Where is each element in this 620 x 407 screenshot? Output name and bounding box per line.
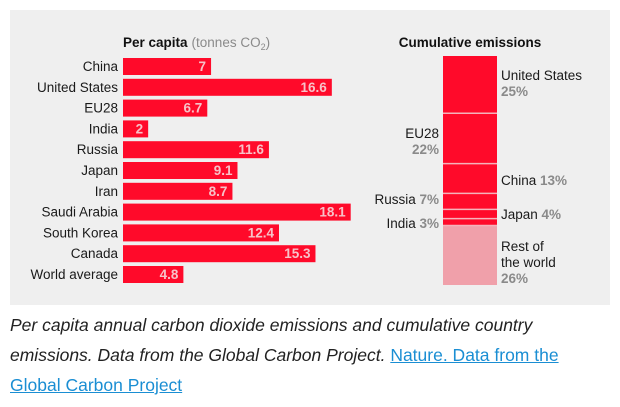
bar-china	[123, 58, 212, 75]
cumulative-title: Cumulative emissions	[399, 35, 542, 50]
bar-united-states	[123, 78, 332, 96]
category-label: World average	[30, 267, 118, 282]
per-capita-unit: (tonnes CO	[192, 35, 261, 50]
category-label: Canada	[71, 246, 119, 261]
segment-label: United States 25%	[501, 68, 582, 99]
category-label: South Korea	[43, 225, 119, 240]
segment-percent: 3%	[419, 216, 439, 231]
category-label: Iran	[95, 184, 118, 199]
value-label: 4.8	[160, 267, 179, 282]
segment-name: Japan	[501, 207, 542, 222]
segment-eu28	[443, 113, 497, 164]
segment-united-states	[443, 56, 497, 114]
caption-text: Per capita annual carbon dioxide emissio…	[10, 315, 533, 365]
per-capita-bars: China 7 United States 16.6 EU28 6.7 India 2 Russ…	[30, 58, 351, 283]
segment-china	[443, 163, 497, 194]
category-label: United States	[37, 80, 118, 95]
segment-name: Rest of	[501, 239, 544, 254]
category-label: Japan	[81, 163, 118, 178]
segment-japan	[443, 209, 497, 219]
segment-name: the world	[501, 255, 556, 270]
segment-name: Russia	[374, 192, 419, 207]
segment-percent: 7%	[419, 192, 439, 207]
category-label: Saudi Arabia	[41, 205, 118, 220]
segment-label: EU28 22%	[405, 126, 439, 157]
category-label: Russia	[77, 142, 119, 157]
segment-percent: 22%	[412, 142, 439, 157]
category-label: EU28	[84, 101, 118, 116]
bar-russia	[123, 141, 269, 159]
bar-iran	[123, 182, 233, 200]
figure-caption: Per capita annual carbon dioxide emissio…	[10, 310, 610, 400]
segment-name: EU28	[405, 126, 439, 141]
segment-label: Japan 4%	[501, 207, 561, 222]
value-label: 11.6	[238, 142, 264, 157]
segment-name: China	[501, 173, 540, 188]
bar-world-average	[123, 266, 184, 283]
per-capita-unit-close: )	[266, 35, 271, 50]
segment-percent: 26%	[501, 271, 528, 286]
value-label: 9.1	[214, 163, 233, 178]
segment-percent: 4%	[542, 207, 562, 222]
segment-label: India 3%	[386, 216, 439, 231]
category-label: China	[83, 59, 119, 74]
segment-rest-of-the-world	[443, 225, 497, 285]
segment-name: India	[386, 216, 419, 231]
segment-label: China 13%	[501, 173, 567, 188]
bar-india	[123, 120, 149, 138]
value-label: 12.4	[248, 225, 275, 240]
per-capita-unit-sub: 2	[261, 42, 266, 52]
value-label: 2	[136, 121, 144, 136]
cumulative-column: United States 25% EU28 22% China 13% Russia 7…	[374, 56, 582, 286]
segment-percent: 25%	[501, 84, 528, 99]
bar-south-korea	[123, 224, 279, 242]
value-label: 7	[199, 59, 207, 74]
value-label: 6.7	[184, 101, 203, 116]
value-label: 16.6	[301, 80, 328, 95]
segment-name: United States	[501, 68, 582, 83]
segment-label: Rest of the world 26%	[501, 239, 556, 286]
category-label: India	[89, 121, 119, 136]
per-capita-title-text: Per capita	[123, 35, 188, 50]
per-capita-title: Per capita (tonnes CO2)	[123, 35, 270, 52]
bar-japan	[123, 162, 238, 179]
value-label: 8.7	[209, 184, 228, 199]
segment-percent: 13%	[540, 173, 567, 188]
segment-india	[443, 218, 497, 226]
segment-label: Russia 7%	[374, 192, 439, 207]
value-label: 15.3	[284, 246, 311, 261]
segment-russia	[443, 193, 497, 210]
caption-source-link[interactable]: Nature. Data from the Global Carbon Proj…	[10, 345, 559, 395]
bar-canada	[123, 245, 316, 263]
value-label: 18.1	[319, 205, 346, 220]
bar-eu28	[123, 99, 208, 117]
bar-saudi-arabia	[123, 203, 351, 221]
